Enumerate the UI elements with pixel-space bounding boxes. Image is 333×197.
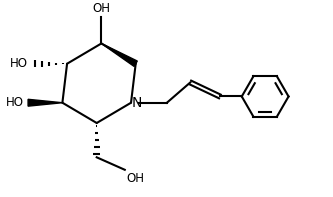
Text: HO: HO: [6, 96, 24, 109]
Text: OH: OH: [126, 172, 144, 185]
Polygon shape: [101, 44, 137, 66]
Text: HO: HO: [9, 57, 27, 70]
Polygon shape: [28, 99, 62, 106]
Text: OH: OH: [92, 2, 110, 15]
Text: N: N: [132, 96, 142, 110]
